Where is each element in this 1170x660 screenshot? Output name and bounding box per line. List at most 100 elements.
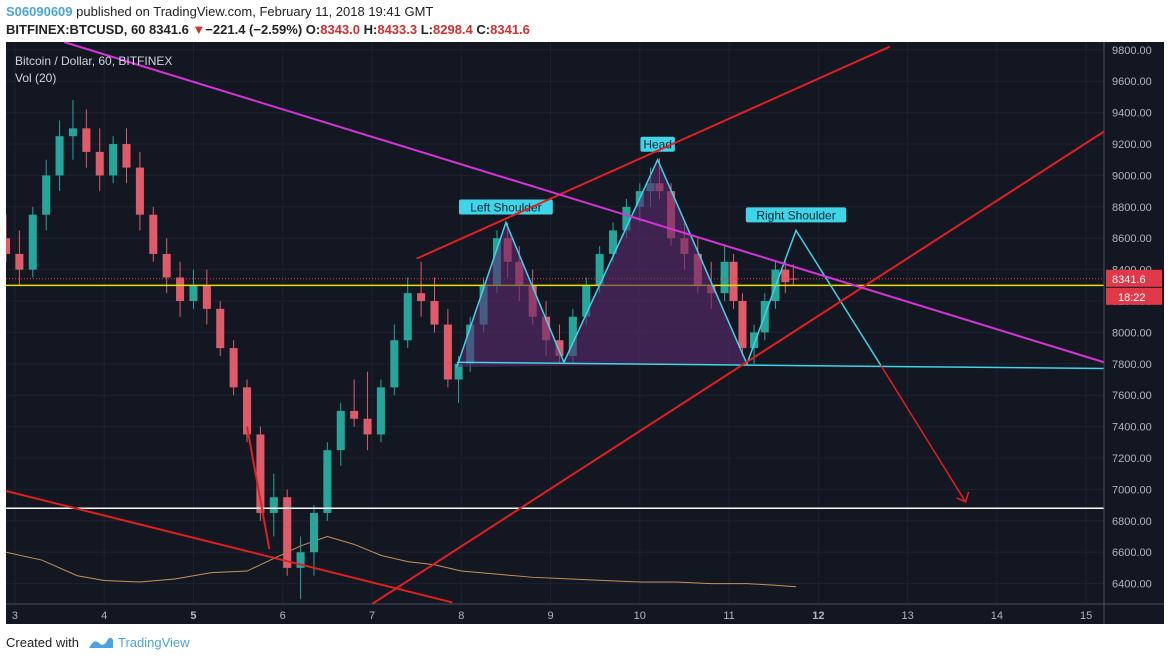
chart-subtitle: Vol (20) [15, 71, 56, 85]
candle-body [390, 340, 399, 388]
low-value: 8298.4 [433, 22, 473, 37]
candle-body [323, 450, 332, 513]
x-tick-label: 8 [458, 610, 464, 622]
candle-body [430, 301, 439, 325]
candle-body [729, 261, 738, 302]
grid [6, 42, 1104, 604]
candle-body [454, 363, 463, 380]
close-label: C: [476, 22, 491, 37]
chart-title: Bitcoin / Dollar, 60, BITFINEX [15, 54, 172, 68]
last-price: 8341.6 [149, 22, 189, 37]
close-value: 8341.6 [490, 22, 530, 37]
x-tick-label: 5 [190, 610, 196, 622]
candle-body [162, 253, 171, 278]
candle-body [443, 324, 452, 380]
ohlc-info: BITFINEX:BTCUSD, 60 8341.6 ▼−221.4 (−2.5… [6, 22, 530, 37]
candle-body [309, 512, 318, 553]
candle-body [350, 410, 359, 419]
footer: Created with TradingView [0, 626, 1170, 660]
left-shoulder-label-box [459, 199, 553, 215]
candle-body [555, 340, 564, 356]
volume-ma [5, 535, 797, 588]
y-tick-label: 8600.00 [1112, 233, 1152, 245]
candle-body [403, 293, 412, 341]
username-link[interactable]: S06090609 [6, 4, 73, 19]
candle-body [176, 277, 185, 302]
candle-body [363, 418, 372, 435]
y-tick-label: 6600.00 [1112, 547, 1152, 559]
countdown-tag-label: 18:22 [1118, 292, 1146, 304]
candle-body [376, 387, 385, 435]
x-tick-label: 6 [280, 610, 286, 622]
tradingview-brand-link[interactable]: TradingView [118, 635, 190, 650]
y-tick-label: 9600.00 [1112, 76, 1152, 88]
candle-body [789, 278, 798, 280]
head-label-box [640, 136, 675, 152]
trendline [63, 41, 1105, 364]
last-price-tag-label: 8341.6 [1112, 274, 1146, 286]
created-with-label: Created with [6, 635, 79, 650]
candle-body [781, 269, 790, 283]
trendline [416, 45, 891, 260]
volume-ma-line [5, 535, 797, 588]
candle-body [15, 253, 24, 270]
change-value: −221.4 (−2.59%) [205, 22, 303, 37]
y-tick-label: 7800.00 [1112, 359, 1152, 371]
target-arrowhead-icon [956, 491, 970, 503]
candle-body [122, 144, 131, 168]
target-arrow-line [880, 364, 967, 503]
horizontal-levels [6, 278, 1104, 509]
candle-body [269, 497, 278, 513]
candle-body [82, 128, 91, 152]
y-tick-label: 8800.00 [1112, 202, 1152, 214]
x-tick-label: 15 [1080, 610, 1092, 622]
open-value: 8343.0 [320, 22, 360, 37]
x-tick-label: 4 [101, 610, 107, 622]
candle-body [622, 206, 631, 231]
y-tick-label: 7000.00 [1112, 484, 1152, 496]
candle-body [68, 128, 77, 137]
y-tick-label: 7400.00 [1112, 422, 1152, 434]
candle-body [42, 175, 51, 215]
x-tick-label: 10 [634, 610, 646, 622]
trendlines [5, 41, 1105, 605]
trendline [246, 426, 271, 550]
candle-body [243, 387, 252, 435]
y-tick-label: 9200.00 [1112, 139, 1152, 151]
candle-body [568, 316, 577, 356]
candle-body [417, 293, 426, 302]
time-axis-bg [6, 604, 1164, 624]
candle-body [582, 285, 591, 317]
y-tick-label: 8000.00 [1112, 327, 1152, 339]
pattern-outline [456, 157, 882, 368]
pattern-fill [456, 159, 747, 367]
low-label: L: [420, 22, 434, 37]
candle-body [595, 253, 604, 286]
tradingview-logo-icon[interactable] [88, 634, 114, 652]
candle-body [609, 230, 618, 254]
axes: 6400.00 6600.00 6800.00 7000.00 7200.00 7400.… [6, 42, 1164, 624]
countdown-tag [1106, 287, 1162, 305]
symbol-label: BITFINEX:BTCUSD, 60 [6, 22, 146, 37]
price-axis-bg [1104, 42, 1164, 624]
trendline [371, 130, 1105, 605]
open-label: O: [305, 22, 321, 37]
x-tick-label: 7 [369, 610, 375, 622]
candle-body [28, 214, 37, 270]
candle-body [135, 167, 144, 215]
candle-body [109, 144, 118, 176]
chart-header: S06090609 published on TradingView.com, … [0, 0, 1170, 42]
candle-body [216, 308, 225, 349]
y-tick-label: 9800.00 [1112, 45, 1152, 57]
candle-body [738, 301, 747, 349]
y-tick-label: 9000.00 [1112, 170, 1152, 182]
candle-body [149, 214, 158, 254]
candle-body [336, 410, 345, 451]
y-tick-label: 6800.00 [1112, 516, 1152, 528]
candle-body [202, 285, 211, 309]
candle-body [283, 497, 292, 568]
neckline [456, 361, 1105, 370]
trendline [5, 490, 453, 604]
chart-area[interactable]: Left Shoulder Head Right Shoulder 6400.00 6… [1, 41, 1164, 624]
